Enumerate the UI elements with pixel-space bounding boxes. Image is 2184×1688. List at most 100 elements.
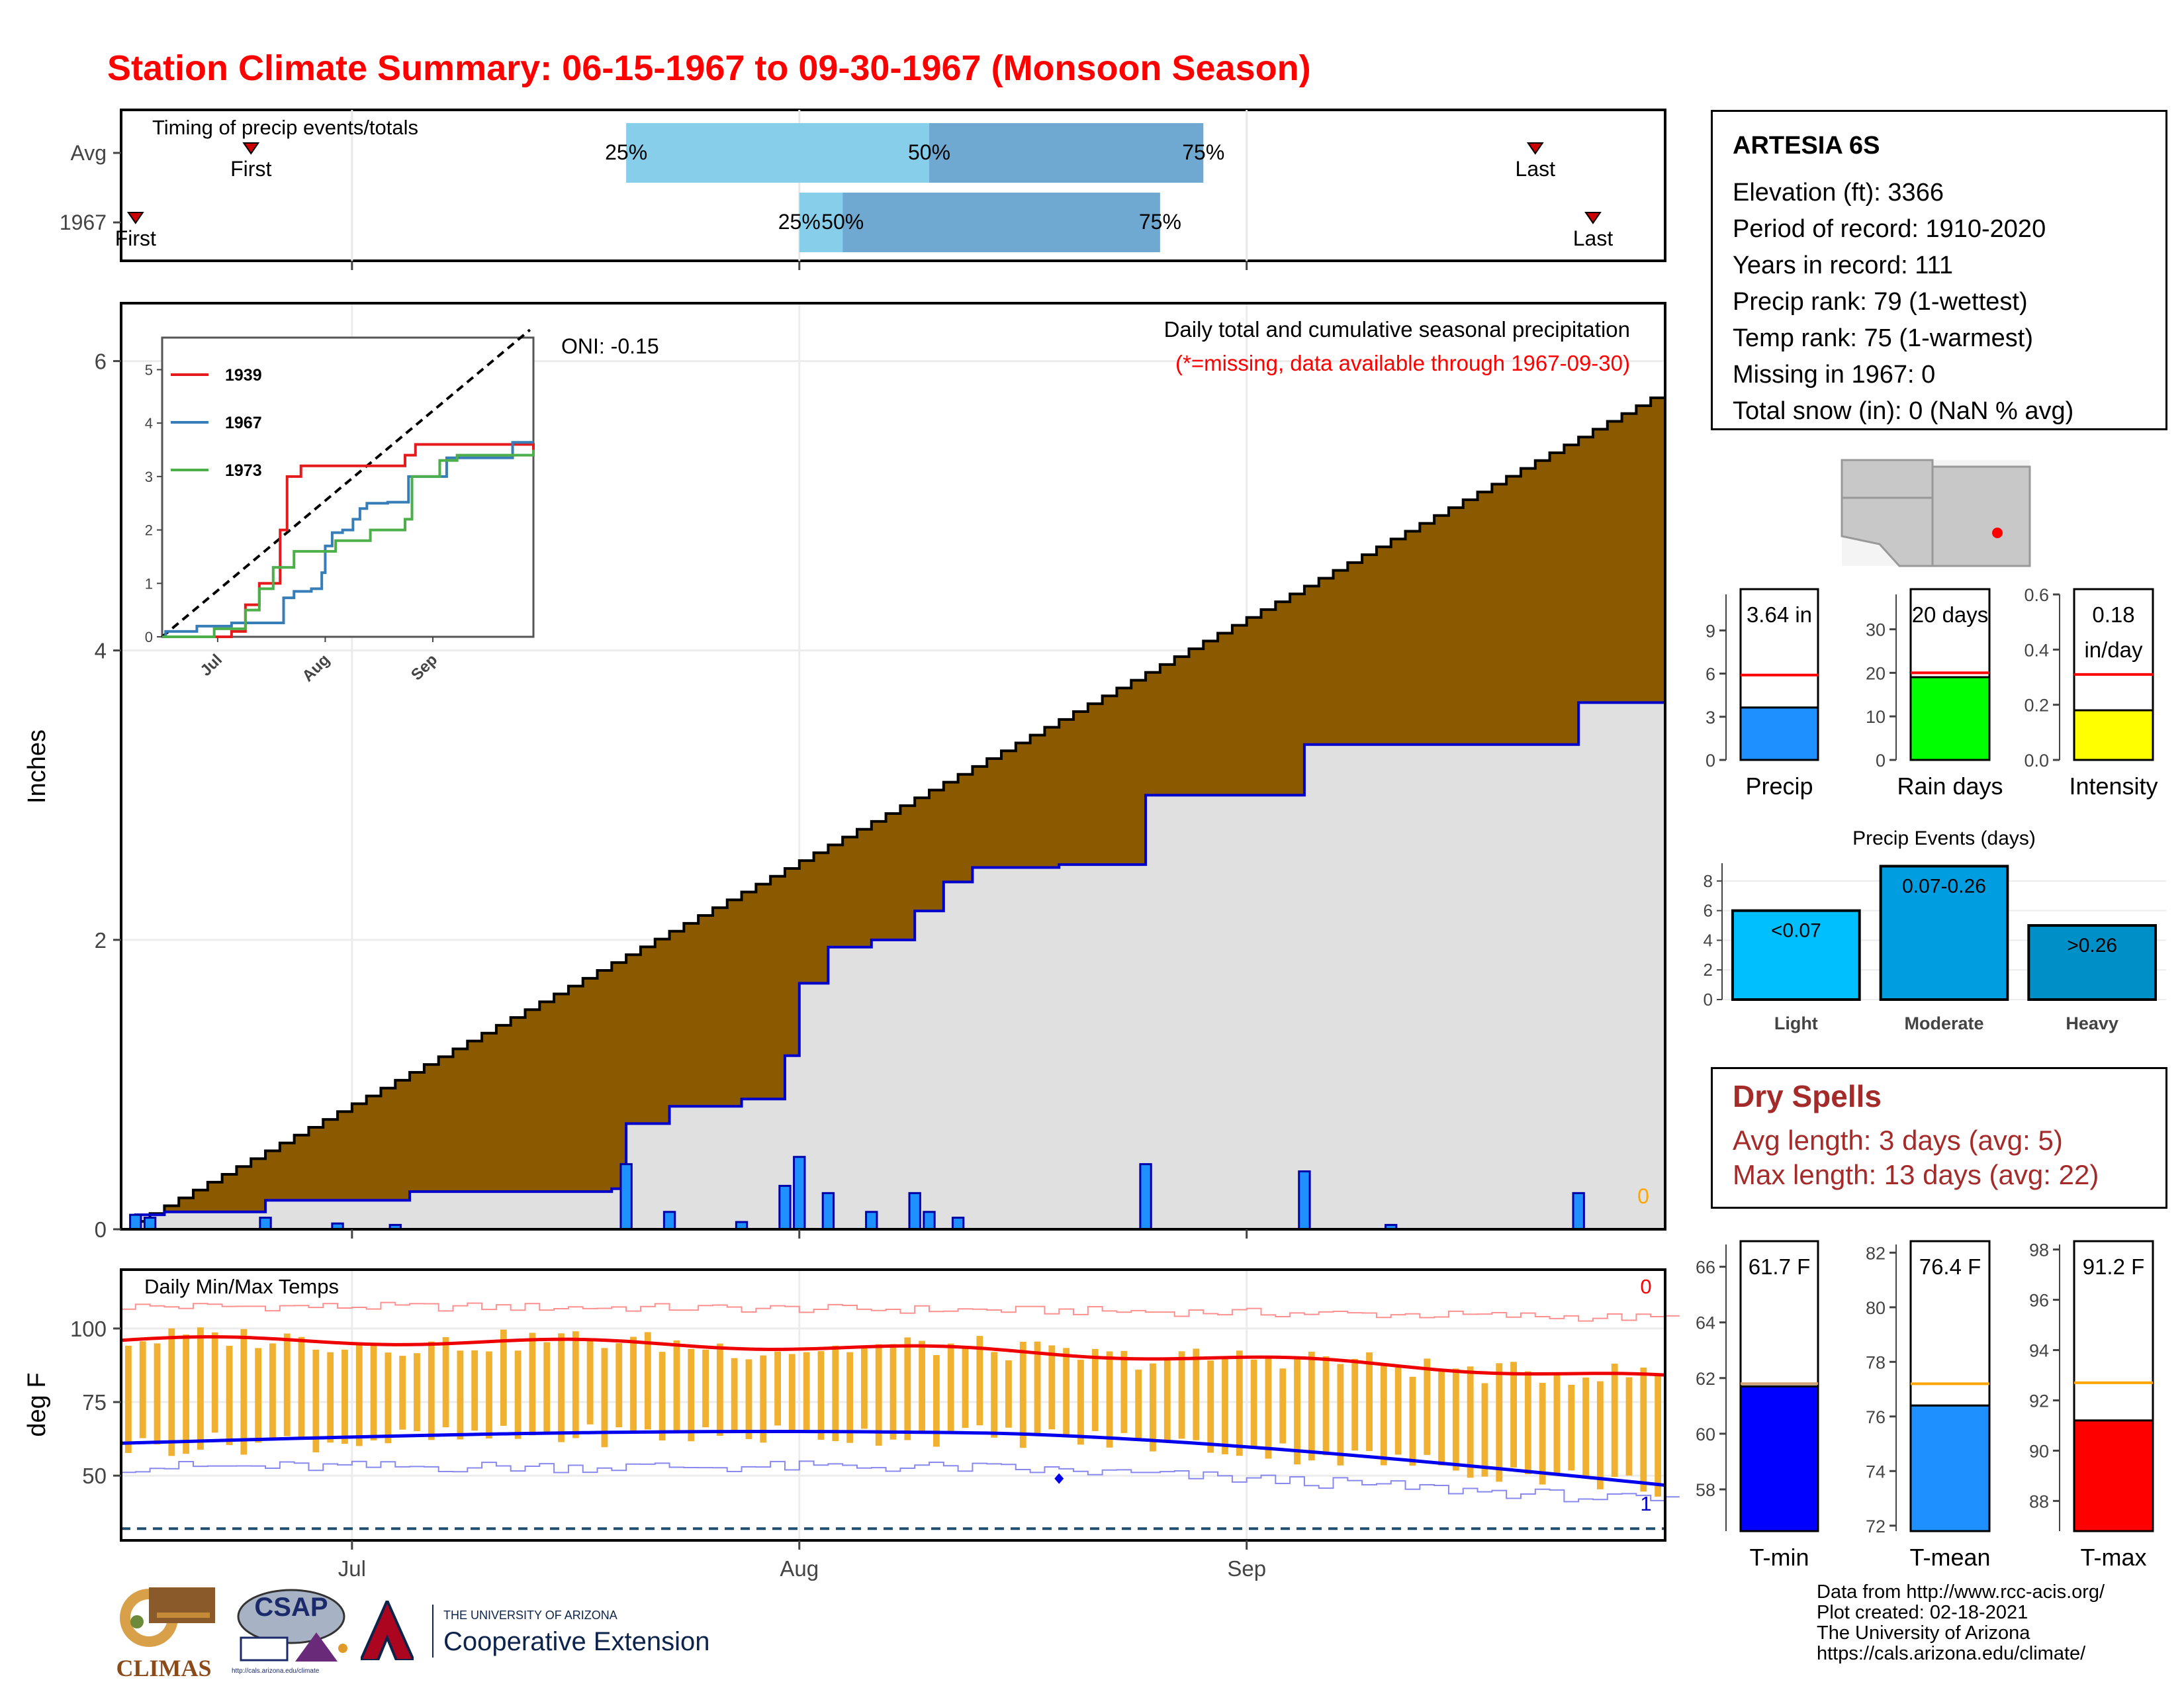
cumulative-1967-line	[121, 701, 1665, 1231]
precip-total-y-tick-label: 6	[1706, 665, 1715, 684]
average-high-line	[120, 1335, 1666, 1377]
inset-y-tick-label: 2	[145, 522, 153, 539]
daily-temp-bar	[1496, 1363, 1503, 1482]
record-low-line	[120, 1460, 1680, 1503]
intensity-value-bar	[2073, 709, 2154, 761]
csap-url: http://cals.arizona.edu/climate	[232, 1667, 320, 1675]
daily-temp-bar	[1294, 1358, 1300, 1465]
csap-logo: CSAP http://cals.arizona.edu/climate	[232, 1583, 351, 1683]
daily-temp-bar	[1308, 1352, 1315, 1461]
t-max-y-tick-label: 96	[2029, 1291, 2049, 1311]
daily-precip-bar	[865, 1211, 878, 1231]
precip-panel-title: Daily total and cumulative seasonal prec…	[1164, 317, 1630, 342]
precip-panel-subtitle: (*=missing, data available through 1967-…	[1175, 351, 1630, 375]
daily-temp-bar	[716, 1343, 723, 1436]
ua-divider	[432, 1605, 433, 1658]
daily-temp-bar	[283, 1333, 291, 1436]
timing-pct-label: 50%	[821, 210, 864, 234]
timing-row-label: Avg	[70, 141, 107, 165]
cumulative-average-line	[121, 390, 1666, 1231]
daily-temp-bar	[1178, 1351, 1185, 1439]
t-min-y-tick-label: 60	[1696, 1425, 1715, 1444]
daily-temp-bar	[1322, 1356, 1330, 1456]
daily-temp-bar	[1005, 1360, 1012, 1428]
inset-legend-label: 1939	[225, 366, 262, 385]
precip-total-value-bar	[1739, 706, 1819, 761]
x-tick-label-aug: Aug	[780, 1556, 819, 1581]
inset-y-tick-label: 0	[145, 629, 153, 645]
timing-event-label: Last	[1573, 226, 1614, 250]
events-y-tick-label: 4	[1704, 930, 1713, 950]
inset-chart-frame	[161, 336, 535, 638]
daily-temp-bar	[1279, 1368, 1287, 1444]
climas-logo-text: CLIMAS	[116, 1655, 212, 1681]
daily-temp-bar	[1539, 1383, 1546, 1485]
rain-days-value-bar	[1909, 676, 1991, 761]
t-max-panel-label: T-max	[2080, 1544, 2146, 1571]
dry-spells-box: Dry Spells Avg length: 3 days (avg: 5) M…	[1711, 1067, 2167, 1209]
intensity-y-tick-label: 0.2	[2024, 696, 2049, 716]
daily-temp-bar	[962, 1346, 969, 1429]
station-name: ARTESIA 6S	[1733, 132, 1880, 160]
station-snow: Total snow (in): 0 (NaN % avg)	[1733, 397, 2074, 425]
daily-temp-bar	[933, 1355, 940, 1447]
t-min-y-tick-label: 58	[1696, 1480, 1715, 1500]
precip-y-tick-label: 4	[95, 639, 107, 663]
daily-temp-bar	[702, 1349, 709, 1428]
events-bar-heavy	[2027, 924, 2157, 1001]
events-y-tick-label: 2	[1704, 960, 1713, 980]
precip-y-tick-label: 6	[95, 349, 107, 373]
t-max-y-tick-label: 94	[2029, 1341, 2049, 1361]
intensity-value-unit: in/day	[2084, 637, 2143, 662]
ua-logo: THE UNIVERSITY OF ARIZONA Cooperative Ex…	[361, 1601, 758, 1673]
daily-temp-bar	[1222, 1356, 1228, 1455]
daily-temp-bar	[1481, 1383, 1488, 1477]
precip-panel-frame	[120, 302, 1666, 1231]
daily-precip-bar	[951, 1217, 965, 1231]
timing-pct-label: 25%	[778, 210, 821, 234]
timing-marker-icon	[126, 212, 144, 224]
events-category-label: Moderate	[1904, 1013, 1983, 1033]
daily-precip-bar	[778, 1184, 792, 1231]
daily-temp-bar	[471, 1350, 478, 1431]
daily-temp-bar	[1625, 1377, 1633, 1476]
daily-temp-bar	[1207, 1360, 1214, 1453]
inset-y-tick-label: 3	[145, 469, 153, 485]
page-title: Station Climate Summary: 06-15-1967 to 0…	[107, 48, 1311, 88]
events-bar-label: 0.07-0.26	[1902, 875, 1986, 897]
daily-temp-bar	[688, 1348, 695, 1442]
t-min-y-tick-label: 66	[1696, 1258, 1715, 1278]
timing-panel-label: Timing of precip events/totals	[152, 116, 418, 139]
daily-temp-bar	[788, 1354, 796, 1430]
precip-total-y-tick-label: 3	[1706, 708, 1715, 727]
timing-bar-q25-q50	[799, 193, 843, 252]
daily-temp-bar	[1120, 1350, 1128, 1433]
daily-temp-bar	[399, 1356, 406, 1430]
daily-precip-bar	[793, 1156, 806, 1231]
daily-temp-bar	[1351, 1358, 1359, 1451]
t-mean-y-tick-label: 76	[1866, 1407, 1886, 1427]
record-low-marker-icon	[1054, 1473, 1064, 1484]
intensity-value-label: 0.18	[2092, 602, 2134, 627]
temp-y-tick-label: 50	[82, 1464, 107, 1488]
daily-precip-bar	[143, 1217, 157, 1231]
precip-y-axis-label: Inches	[23, 729, 51, 804]
rain-days-y-tick-label: 0	[1876, 751, 1886, 771]
inset-legend-label: 1967	[225, 414, 262, 432]
daily-temp-bar	[154, 1343, 161, 1445]
cumulative-1967-area	[121, 702, 1665, 1229]
temp-panel-frame	[120, 1268, 1666, 1542]
intensity-panel-label: Intensity	[2069, 773, 2158, 800]
t-min-y-tick-label: 64	[1696, 1313, 1715, 1333]
rain-days-y-tick-label: 10	[1866, 707, 1886, 727]
record-high-line	[120, 1301, 1680, 1322]
precip-total-panel-label: Precip	[1745, 773, 1813, 800]
timing-marker-icon	[242, 142, 260, 155]
daily-temp-bar	[644, 1332, 651, 1430]
daily-temp-bar	[1553, 1374, 1561, 1475]
daily-temp-bar	[414, 1353, 420, 1432]
daily-temp-bar	[1077, 1360, 1084, 1445]
timing-pct-label: 50%	[908, 140, 950, 164]
daily-temp-bar	[1193, 1348, 1200, 1440]
